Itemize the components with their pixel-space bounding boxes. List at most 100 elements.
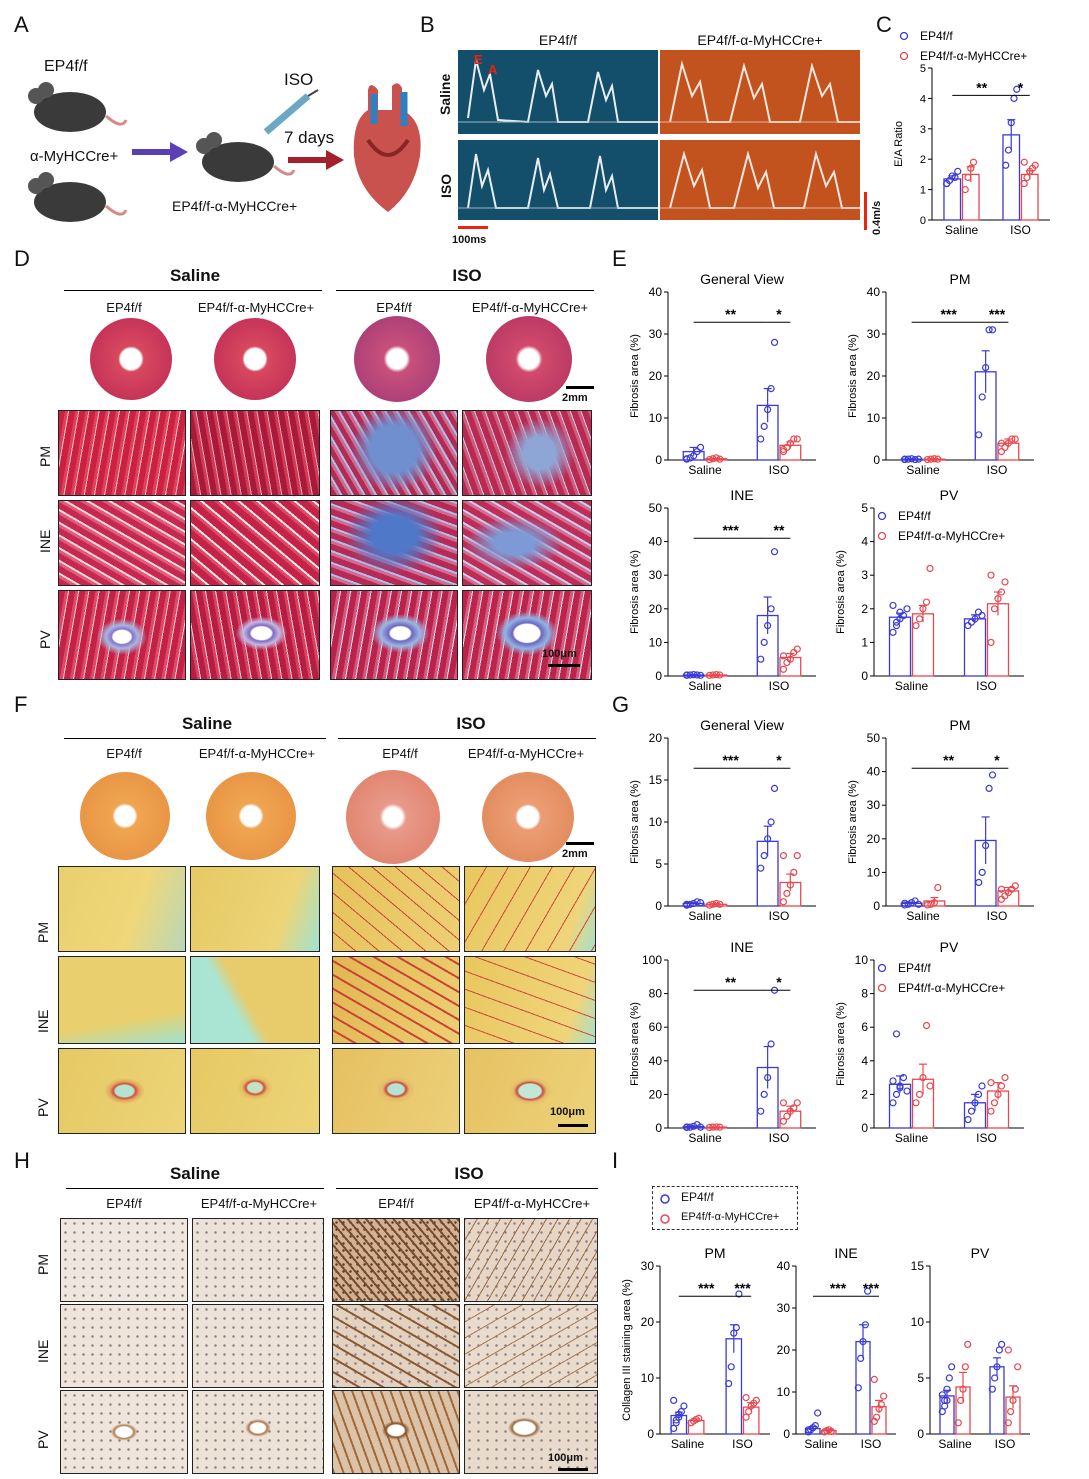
y-tick-label: 40	[649, 535, 663, 549]
data-point	[709, 1123, 717, 1131]
x-tick-label: Saline	[804, 1437, 838, 1451]
data-point	[811, 1422, 819, 1430]
data-point	[987, 638, 995, 646]
tile-pv-wt-saline	[58, 590, 186, 680]
x-tick-label: Saline	[906, 909, 940, 923]
x-tick-label: ISO	[769, 909, 790, 923]
x-tick-label: ISO	[769, 1131, 790, 1145]
x-tick-label: Saline	[895, 1131, 929, 1145]
data-point	[732, 1323, 740, 1332]
data-point	[764, 622, 772, 630]
significance-label: **	[943, 752, 954, 768]
panel-label-h: H	[14, 1148, 30, 1173]
data-point	[987, 571, 995, 579]
data-point	[696, 1123, 705, 1131]
data-point	[760, 852, 768, 860]
y-tick-label: 5	[917, 1371, 924, 1385]
data-point	[978, 1082, 986, 1090]
tile-ine-ko-saline	[190, 956, 320, 1044]
data-point	[857, 1354, 865, 1363]
data-point	[783, 889, 791, 897]
data-point	[971, 1099, 979, 1107]
y-tick-label: 80	[649, 987, 663, 1001]
data-point	[670, 1396, 678, 1404]
data-point	[943, 1396, 951, 1404]
legend-label: EP4f/f-α-MyHCCre+	[898, 981, 1005, 995]
data-point	[988, 326, 997, 334]
data-point	[793, 1099, 801, 1107]
y-axis-label: E/A Ratio	[893, 121, 905, 167]
significance-label: *	[776, 974, 782, 990]
x-tick-label: ISO	[769, 463, 790, 477]
y-tick-label: 8	[861, 987, 868, 1001]
chart-title: PV	[940, 487, 959, 503]
tile-ine-wt-saline	[60, 1304, 188, 1388]
row-label-pm: PM	[35, 922, 51, 943]
group1-label: EP4f/f	[378, 1196, 414, 1211]
significance-label: ***	[698, 1280, 715, 1296]
y-tick-label: 0	[861, 669, 868, 683]
y-tick-label: 4	[920, 93, 926, 105]
chart-title: General View	[700, 271, 785, 287]
data-point	[790, 1104, 798, 1112]
data-point	[793, 645, 801, 653]
y-tick-label: 10	[777, 1385, 791, 1399]
data-point	[997, 588, 1006, 596]
data-point	[779, 1099, 788, 1107]
data-point	[903, 1087, 911, 1095]
tile-pm-ko-saline	[192, 1218, 324, 1302]
data-point	[705, 901, 714, 909]
data-point	[961, 186, 969, 194]
data-point	[927, 900, 935, 908]
data-point	[783, 658, 791, 667]
data-point	[705, 671, 714, 679]
tile-pm-wt-iso	[332, 1218, 460, 1302]
data-point	[686, 671, 694, 679]
heart-section	[206, 772, 296, 860]
y-tick-label: 40	[867, 765, 881, 779]
data-point	[1004, 1346, 1012, 1354]
tile-pm-ko-saline	[190, 410, 320, 496]
y-tick-label: 50	[867, 731, 881, 745]
velocity-scale-label: 0.4m/s	[871, 200, 883, 235]
heart-section	[214, 318, 296, 400]
mouse3-label: EP4f/f-α-MyHCCre+	[172, 198, 298, 214]
time-scale-label: 100ms	[452, 234, 487, 246]
y-tick-label: 4	[861, 1054, 868, 1068]
x-tick-label: Saline	[688, 909, 722, 923]
data-point	[912, 1099, 920, 1107]
data-point	[760, 1090, 768, 1098]
y-tick-label: 30	[649, 568, 663, 582]
data-point	[880, 1392, 888, 1400]
row-label-pv: PV	[35, 1430, 51, 1449]
y-tick-label: 10	[641, 1371, 655, 1385]
group2-label: EP4f/f-α-MyHCCre+	[197, 300, 315, 315]
data-point	[988, 1385, 996, 1393]
data-point	[690, 1122, 698, 1130]
x-tick-label: Saline	[671, 1437, 705, 1451]
heart-section	[346, 770, 440, 864]
y-tick-label: 10	[867, 411, 881, 425]
tile-ine-wt-iso	[332, 956, 460, 1044]
heart-section	[486, 316, 572, 402]
data-point	[971, 615, 979, 623]
y-tick-label: 0	[655, 669, 662, 683]
data-point	[779, 448, 788, 456]
y-tick-label: 0	[655, 1121, 662, 1135]
y-tick-label: 50	[649, 501, 663, 515]
iso-header: ISO	[452, 266, 482, 285]
data-point	[911, 455, 919, 464]
y-tick-label: 30	[649, 327, 663, 341]
data-point	[1004, 439, 1012, 447]
y-axis-label: Fibrosis area (%)	[835, 1002, 847, 1086]
row-label-pv: PV	[37, 630, 53, 649]
chart-e-ine: INE 0 10 20 30 40 50 Fibrosis area (%) Saline ISO…	[629, 487, 816, 693]
x-tick-label: ISO	[976, 679, 997, 693]
panel-label-c: C	[876, 12, 892, 37]
data-point	[997, 895, 1006, 903]
doppler-ko-iso	[660, 140, 860, 220]
data-point	[864, 1287, 872, 1295]
panel-label-i: I	[612, 1148, 619, 1173]
scale-label: 100μm	[550, 1106, 585, 1118]
data-point	[680, 1402, 688, 1410]
